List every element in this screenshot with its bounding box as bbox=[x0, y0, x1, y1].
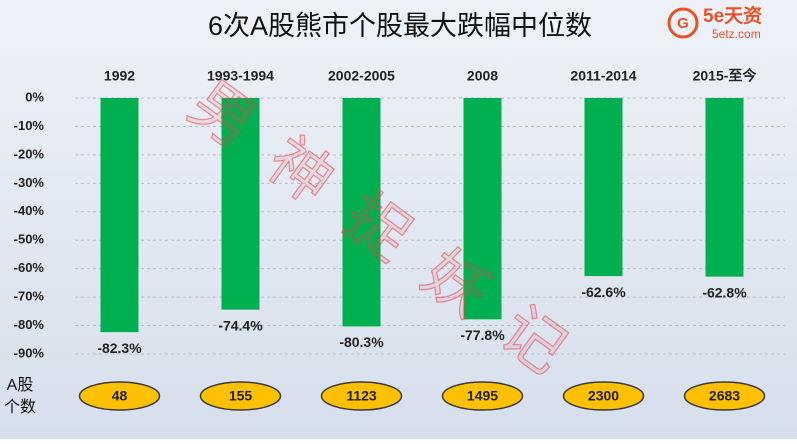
count-badge bbox=[78, 381, 161, 411]
count-label: 2683 bbox=[709, 388, 740, 404]
y-tick-label: -20% bbox=[14, 146, 45, 161]
count-row-label: 个数 bbox=[4, 398, 36, 416]
y-tick-label: -40% bbox=[14, 203, 45, 218]
value-label: -77.8% bbox=[460, 327, 505, 343]
bar bbox=[342, 98, 381, 327]
x-tick-label: 2008 bbox=[467, 68, 498, 84]
bar bbox=[100, 98, 139, 333]
count-label: 1123 bbox=[346, 388, 377, 404]
y-tick-label: -10% bbox=[14, 118, 45, 133]
logo-icon bbox=[667, 7, 699, 39]
count-label: 155 bbox=[229, 388, 253, 404]
value-label: -74.4% bbox=[218, 317, 263, 333]
y-tick-label: -70% bbox=[14, 289, 45, 304]
count-label: 2300 bbox=[588, 388, 619, 404]
chart-title: 6次A股熊市个股最大跌幅中位数 bbox=[208, 11, 592, 41]
y-tick-label: -30% bbox=[14, 175, 45, 190]
bar bbox=[463, 98, 502, 320]
bar bbox=[705, 98, 744, 277]
value-label: -80.3% bbox=[339, 334, 384, 350]
x-tick-label: 1992 bbox=[104, 68, 135, 84]
bar bbox=[221, 98, 260, 310]
count-badge bbox=[562, 381, 645, 411]
y-tick-label: -60% bbox=[14, 260, 45, 275]
logo: G 5e天资 5etz.com bbox=[667, 4, 762, 41]
logo-text: 5e天资 bbox=[703, 4, 762, 27]
x-tick-label: 2011-2014 bbox=[570, 68, 636, 84]
value-label: -62.8% bbox=[702, 284, 747, 300]
count-label: 48 bbox=[112, 388, 128, 404]
y-tick-label: -90% bbox=[14, 345, 45, 360]
count-row-label: A股 bbox=[7, 376, 34, 394]
x-tick-label: 2015-至今 bbox=[693, 68, 757, 84]
count-badge bbox=[683, 381, 766, 411]
x-tick-label: 2002-2005 bbox=[328, 68, 395, 84]
y-tick-label: -80% bbox=[14, 317, 45, 332]
x-tick-label: 1993-1994 bbox=[207, 68, 274, 84]
y-tick-label: 0% bbox=[25, 89, 44, 104]
value-label: -62.6% bbox=[581, 284, 626, 300]
count-label: 1495 bbox=[467, 388, 498, 404]
count-badge bbox=[199, 381, 282, 411]
count-badge bbox=[441, 381, 524, 411]
count-badge bbox=[320, 381, 403, 411]
bar bbox=[584, 98, 623, 277]
logo-icon-glyph: G bbox=[677, 15, 689, 32]
y-tick-label: -50% bbox=[14, 232, 45, 247]
value-label: -82.3% bbox=[97, 340, 142, 356]
logo-url: 5etz.com bbox=[712, 27, 761, 41]
